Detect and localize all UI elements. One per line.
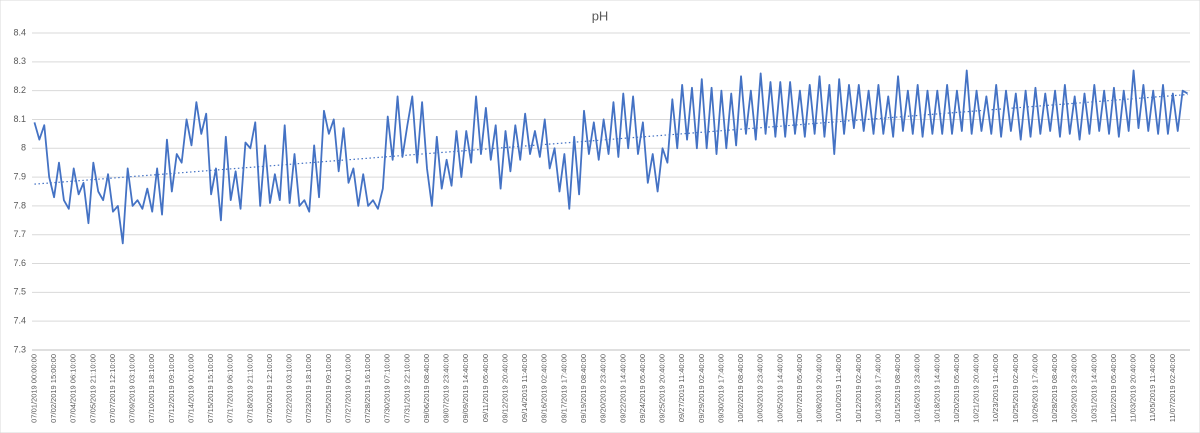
x-tick-label: 09/06/2019 08:40:00 xyxy=(422,354,431,423)
x-tick-label: 09/24/2019 05:40:00 xyxy=(638,354,647,423)
x-tick-label: 10/02/2019 08:40:00 xyxy=(736,354,745,423)
x-tick-label: 10/28/2019 08:40:00 xyxy=(1050,354,1059,423)
x-tick-label: 07/07/2019 12:10:00 xyxy=(108,354,117,423)
x-tick-label: 07/23/2019 18:10:00 xyxy=(304,354,313,423)
x-tick-label: 10/26/2019 17:40:00 xyxy=(1030,354,1039,423)
x-tick-label: 10/03/2019 23:40:00 xyxy=(756,354,765,423)
x-tick-label: 11/05/2019 11:40:00 xyxy=(1148,354,1157,422)
x-tick-label: 07/01/2019 00:00:00 xyxy=(29,354,38,423)
x-tick-label: 10/07/2019 05:40:00 xyxy=(795,354,804,423)
x-tick-label: 07/31/2019 22:10:00 xyxy=(402,354,411,423)
x-tick-label: 09/11/2019 05:40:00 xyxy=(481,354,490,422)
x-tick-label: 09/17/2019 17:40:00 xyxy=(559,354,568,423)
y-tick-label: 8 xyxy=(21,143,26,153)
data-line xyxy=(33,69,1189,245)
x-tick-label: 09/14/2019 11:40:00 xyxy=(520,354,529,422)
x-tick-label: 07/02/2019 15:00:00 xyxy=(49,354,58,423)
y-tick-label: 7.5 xyxy=(13,287,26,297)
x-tick-label: 10/29/2019 23:40:00 xyxy=(1070,354,1079,423)
x-tick-label: 07/22/2019 03:10:00 xyxy=(285,354,294,423)
y-tick-label: 8.4 xyxy=(13,27,26,37)
x-tick-label: 07/14/2019 00:10:00 xyxy=(186,354,195,423)
x-tick-label: 07/12/2019 09:10:00 xyxy=(167,354,176,423)
y-tick-label: 7.8 xyxy=(13,200,26,210)
x-tick-label: 09/30/2019 17:40:00 xyxy=(716,354,725,423)
x-tick-label: 10/08/2019 20:40:00 xyxy=(815,354,824,423)
y-tick-label: 7.7 xyxy=(13,229,26,239)
y-tick-label: 7.6 xyxy=(13,258,26,268)
x-tick-label: 10/20/2019 05:40:00 xyxy=(952,354,961,423)
x-tick-label: 07/27/2019 00:10:00 xyxy=(343,354,352,423)
x-tick-label: 10/23/2019 11:40:00 xyxy=(991,354,1000,422)
x-tick-label: 10/16/2019 23:40:00 xyxy=(913,354,922,423)
x-tick-label: 07/28/2019 16:10:00 xyxy=(363,354,372,423)
x-tick-label: 09/07/2019 23:40:00 xyxy=(442,354,451,423)
x-tick-label: 10/05/2019 14:40:00 xyxy=(775,354,784,423)
x-tick-label: 07/09/2019 03:10:00 xyxy=(128,354,137,423)
x-tick-label: 07/25/2019 09:10:00 xyxy=(324,354,333,423)
x-tick-label: 11/02/2019 05:40:00 xyxy=(1109,354,1118,422)
y-tick-label: 8.1 xyxy=(13,114,26,124)
x-tick-label: 10/21/2019 20:40:00 xyxy=(972,354,981,423)
x-tick-label: 09/27/2019 11:40:00 xyxy=(677,354,686,422)
x-tick-label: 10/25/2019 02:40:00 xyxy=(1011,354,1020,423)
x-tick-label: 09/19/2019 08:40:00 xyxy=(579,354,588,423)
y-tick-label: 7.4 xyxy=(13,316,26,326)
x-tick-label: 09/12/2019 20:40:00 xyxy=(500,354,509,423)
x-tick-label: 10/18/2019 14:40:00 xyxy=(932,354,941,423)
y-tick-label: 8.2 xyxy=(13,85,26,95)
x-tick-label: 07/20/2019 12:10:00 xyxy=(265,354,274,423)
x-tick-label: 07/04/2019 06:10:00 xyxy=(69,354,78,423)
x-tick-label: 09/09/2019 14:40:00 xyxy=(461,354,470,423)
x-tick-label: 07/18/2019 21:10:00 xyxy=(245,354,254,423)
x-tick-label: 10/12/2019 02:40:00 xyxy=(854,354,863,423)
x-tick-label: 11/03/2019 20:40:00 xyxy=(1129,354,1138,422)
x-tick-label: 09/20/2019 23:40:00 xyxy=(599,354,608,423)
x-tick-label: 10/13/2019 17:40:00 xyxy=(873,354,882,423)
y-tick-label: 7.9 xyxy=(13,171,26,181)
x-tick-label: 09/22/2019 14:40:00 xyxy=(618,354,627,423)
x-tick-label: 07/17/2019 06:10:00 xyxy=(226,354,235,423)
x-tick-label: 09/16/2019 02:40:00 xyxy=(540,354,549,423)
x-tick-label: 09/25/2019 20:40:00 xyxy=(658,354,667,423)
y-tick-label: 8.3 xyxy=(13,56,26,66)
x-tick-label: 10/10/2019 11:40:00 xyxy=(834,354,843,422)
x-tick-label: 10/15/2019 08:40:00 xyxy=(893,354,902,423)
chart-title: pH xyxy=(592,8,609,23)
trendline xyxy=(34,93,1188,185)
x-tick-label: 09/29/2019 02:40:00 xyxy=(697,354,706,423)
x-tick-label: 10/31/2019 14:40:00 xyxy=(1089,354,1098,423)
x-tick-label: 07/05/2019 21:10:00 xyxy=(88,354,97,423)
x-tick-label: 07/15/2019 15:10:00 xyxy=(206,354,215,423)
y-tick-label: 7.3 xyxy=(13,344,26,354)
x-tick-label: 07/10/2019 18:10:00 xyxy=(147,354,156,423)
x-tick-label: 11/07/2019 02:40:00 xyxy=(1168,354,1177,422)
x-tick-label: 07/30/2019 07:10:00 xyxy=(383,354,392,423)
